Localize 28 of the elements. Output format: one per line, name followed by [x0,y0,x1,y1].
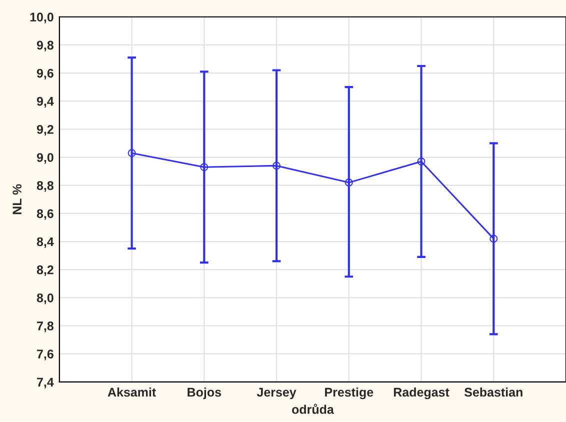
point [344,178,353,187]
point [417,157,426,166]
y-axis-title: NL % [12,184,22,214]
y-tick-label: 8,8 [36,181,54,192]
y-tick-label: 8,4 [36,237,54,248]
y-tick-label: 8,6 [36,209,54,220]
x-tick-label: Aksamit [108,387,156,397]
y-tick-label: 8,0 [36,293,54,304]
y-tick-label: 9,6 [36,68,54,80]
y-tick-label: 9,2 [36,125,54,136]
x-axis-title: odrůda [292,404,334,414]
x-tick-label: Sebastian [464,387,522,397]
point [128,149,136,158]
x-tick-label: Jersey [256,388,296,400]
y-tick-label: 7,4 [37,378,54,388]
x-tick-label: Radegast [394,387,450,400]
y-tick-label: 10,0 [30,12,54,24]
point [272,162,281,170]
y-tick-label: 9,4 [36,96,54,108]
point [490,234,498,243]
x-tick-label: Prestige [325,387,374,400]
y-tick-label: 7,6 [37,350,54,360]
y-tick-label: 9,8 [36,40,54,52]
x-tick-label: Bojos [188,387,222,400]
point [200,163,208,172]
y-tick-label: 9,0 [36,153,54,164]
y-tick-label: 7,8 [37,322,54,332]
y-tick-label: 8,2 [36,265,54,276]
